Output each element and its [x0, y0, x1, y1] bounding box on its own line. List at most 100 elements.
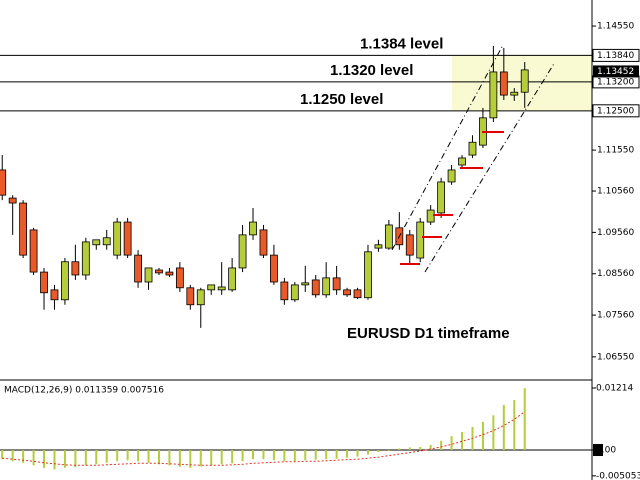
candle-body	[123, 221, 132, 256]
candle	[395, 212, 404, 250]
candle	[61, 258, 69, 305]
candle	[332, 265, 341, 295]
candle-body	[134, 254, 142, 283]
candle	[364, 244, 372, 300]
candle	[134, 250, 142, 288]
candle-body	[61, 261, 69, 301]
candle	[416, 217, 425, 263]
candle-body	[343, 289, 351, 296]
candle	[228, 258, 237, 292]
candle	[186, 284, 195, 310]
current-price-box	[593, 65, 639, 78]
level-label: 1.1320 level	[330, 62, 413, 79]
y-tick-label: 1.11550	[597, 146, 634, 156]
y-tick-label: -0.005053	[596, 471, 640, 480]
candle-body	[489, 71, 498, 119]
candle-body	[384, 224, 393, 249]
candle-body	[207, 284, 216, 291]
candle	[238, 224, 247, 273]
candle-body	[186, 287, 195, 306]
candle-body	[458, 157, 466, 166]
signal-line	[2, 411, 525, 466]
candle	[217, 262, 226, 295]
candle	[426, 205, 435, 225]
candle-body	[510, 91, 519, 96]
candle-body	[196, 289, 205, 306]
candle-body	[280, 281, 289, 301]
candle	[510, 88, 519, 101]
candle	[155, 267, 163, 275]
y-tick-label: 1.06550	[597, 352, 634, 362]
candle	[29, 227, 38, 275]
level-label: 1.1250 level	[300, 91, 383, 108]
candle-body	[290, 284, 299, 301]
y-tick-label: 0.00	[596, 446, 616, 456]
tick-box	[592, 48, 640, 62]
candle	[50, 284, 59, 310]
candle	[144, 267, 153, 290]
candle	[499, 47, 508, 101]
candle	[113, 217, 122, 260]
candle-body	[259, 229, 268, 256]
y-tick-label: 1.07560	[597, 311, 634, 321]
candle-body	[113, 221, 122, 256]
candle	[40, 267, 48, 310]
candle	[468, 135, 477, 158]
candle-body	[426, 209, 435, 223]
candle-body	[374, 244, 383, 249]
candle-body	[165, 271, 174, 276]
candle-body	[29, 229, 38, 273]
candle-body	[71, 261, 80, 276]
candle	[458, 155, 466, 168]
y-tick-label: 1.12500	[597, 106, 634, 116]
candle	[520, 62, 529, 108]
candle-body	[40, 271, 48, 294]
candle	[71, 244, 80, 280]
candle	[405, 229, 414, 266]
candle	[384, 219, 393, 250]
candle	[322, 262, 331, 298]
channel-line	[424, 61, 556, 273]
candle	[311, 274, 320, 298]
candle-body	[81, 241, 90, 276]
candle-body	[8, 197, 17, 204]
candle	[447, 164, 456, 185]
candle-body	[155, 269, 163, 274]
candle-body	[0, 169, 7, 196]
candle-body	[238, 234, 247, 269]
y-tick-label: 1.09560	[597, 228, 634, 238]
candle	[102, 229, 111, 250]
candle-body	[332, 277, 341, 291]
candle	[196, 287, 205, 328]
candle-body	[416, 221, 425, 259]
candle-body	[437, 181, 446, 214]
candle	[479, 107, 487, 149]
candle-body	[144, 267, 153, 283]
candle-body	[92, 239, 101, 246]
chart-title: EURUSD D1 timeframe	[347, 325, 510, 342]
candle	[207, 284, 216, 295]
candle	[123, 217, 132, 259]
candle-body	[228, 267, 237, 291]
current-price-label: 1.13452	[597, 67, 634, 77]
candle	[175, 262, 184, 292]
candle-body	[175, 267, 184, 289]
candle	[280, 277, 289, 305]
candle-body	[468, 141, 477, 156]
candle-body	[499, 71, 508, 96]
y-tick-label: 1.14550	[597, 22, 634, 32]
candle	[81, 237, 90, 280]
y-tick-label: 1.13840	[597, 51, 634, 61]
candle-body	[405, 234, 414, 256]
candle	[290, 282, 299, 302]
candle	[8, 195, 17, 235]
entry-markers	[400, 131, 504, 265]
candle-body	[353, 289, 362, 299]
candle-body	[322, 277, 331, 296]
candle	[92, 239, 101, 250]
y-tick-label: 1.13200	[597, 77, 634, 87]
tick-box	[593, 444, 603, 457]
candle-body	[311, 279, 320, 296]
candle	[343, 287, 351, 297]
level-label: 1.1384 level	[360, 35, 443, 52]
